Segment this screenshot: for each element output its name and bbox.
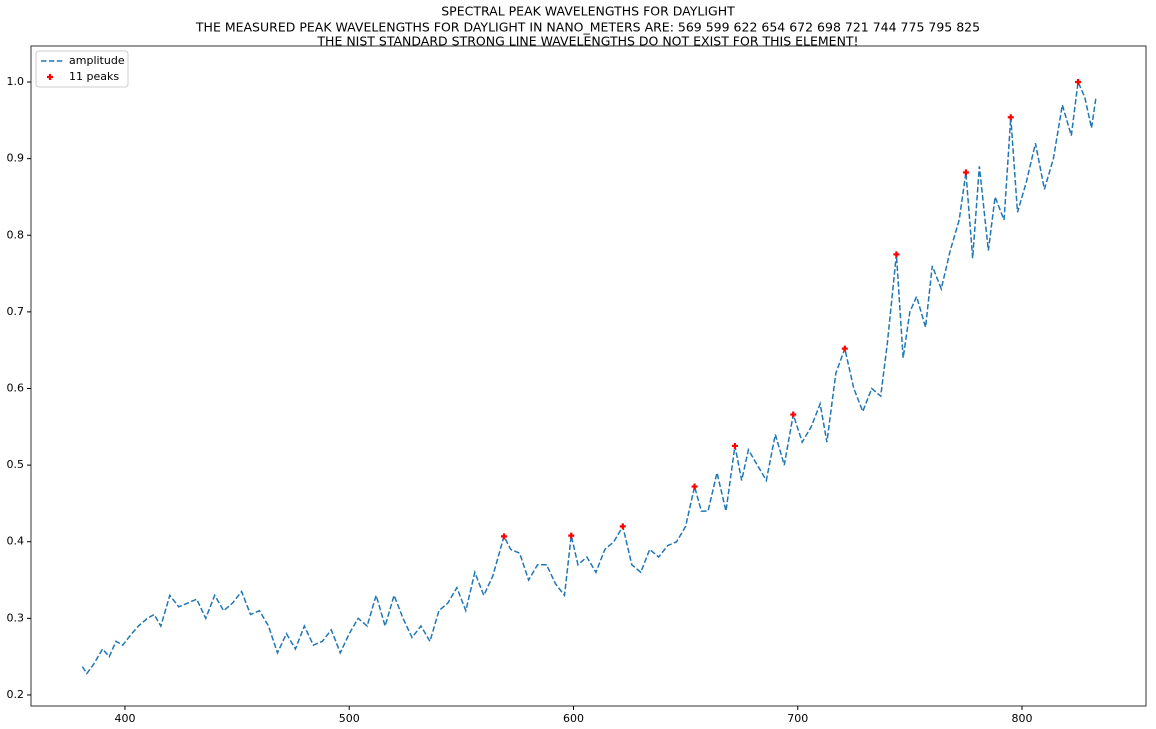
peak-marker (619, 523, 626, 530)
y-tick-label: 0.5 (7, 458, 25, 471)
peak-marker (841, 345, 848, 352)
peak-marker (962, 169, 969, 176)
y-tick-label: 0.4 (7, 535, 25, 548)
annotation: THE NIST STANDARD STRONG LINE WAVELENGTH… (316, 34, 858, 49)
peak-marker (731, 442, 738, 449)
plot-frame (30, 45, 1147, 707)
line-series (81, 79, 1097, 675)
legend-box (35, 50, 129, 88)
x-tick-label: 700 (787, 712, 808, 725)
peak-marker (1075, 79, 1082, 86)
y-tick-label: 0.7 (7, 305, 25, 318)
y-tick-label: 1.0 (7, 75, 25, 88)
chart-subtitle: THE MEASURED PEAK WAVELENGTHS FOR DAYLIG… (195, 20, 980, 35)
legend-label: 11 peaks (69, 70, 119, 83)
peak-marker (790, 411, 797, 418)
peak-marker (691, 483, 698, 490)
legend-label: amplitude (69, 54, 125, 67)
legend-marker (47, 74, 53, 80)
x-tick-label: 400 (114, 712, 135, 725)
y-tick-label: 0.9 (7, 152, 25, 165)
x-tick-label: 800 (1011, 712, 1032, 725)
chart-title: SPECTRAL PEAK WAVELENGTHS FOR DAYLIGHT (441, 4, 735, 19)
x-tick-label: 600 (563, 712, 584, 725)
y-tick-label: 0.2 (7, 688, 25, 701)
y-tick-label: 0.8 (7, 228, 25, 241)
peak-marker (568, 532, 575, 539)
peak-marker (1007, 114, 1014, 121)
x-tick-label: 500 (339, 712, 360, 725)
y-tick-label: 0.6 (7, 381, 25, 394)
peak-marker (893, 251, 900, 258)
y-tick-label: 0.3 (7, 611, 25, 624)
peak-marker (500, 533, 507, 540)
